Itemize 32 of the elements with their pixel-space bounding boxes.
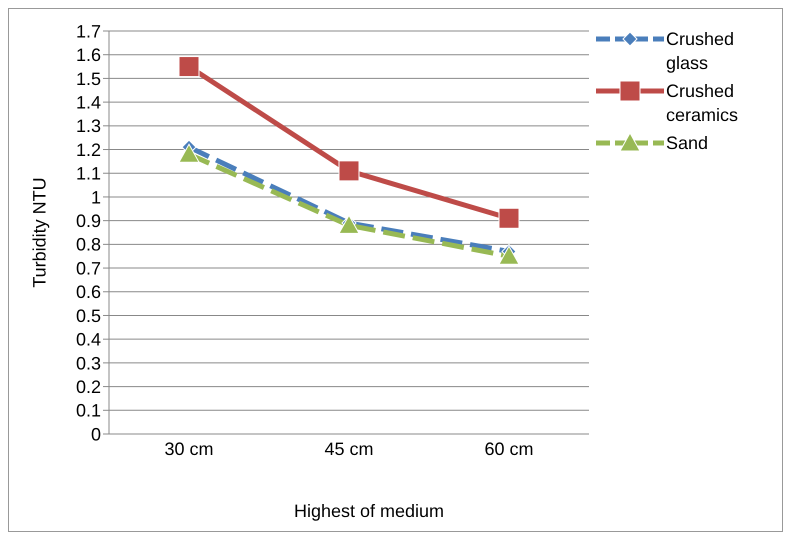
x-tick-label: 30 cm bbox=[164, 438, 214, 459]
y-tick-label: 0.7 bbox=[76, 258, 101, 278]
y-tick-label: 1.7 bbox=[76, 21, 101, 42]
y-tick-label: 0.6 bbox=[76, 282, 101, 302]
y-tick-label: 1.1 bbox=[76, 164, 101, 184]
y-tick-label: 1.6 bbox=[76, 45, 101, 66]
y-tick-label: 0.2 bbox=[76, 376, 101, 397]
point bbox=[338, 214, 360, 234]
y-tick-label: 0.5 bbox=[76, 306, 101, 326]
y-axis-title: Turbidity NTU bbox=[29, 177, 50, 288]
legend-label: Crushed glass bbox=[666, 28, 736, 75]
x-tick-label: 45 cm bbox=[324, 438, 374, 459]
y-tick-label: 1 bbox=[90, 187, 101, 208]
y-tick-label: 0.9 bbox=[76, 211, 101, 232]
point bbox=[498, 208, 520, 229]
y-tick-label: 0.4 bbox=[76, 330, 101, 350]
y-tick-label: 0 bbox=[90, 424, 101, 444]
y-tick-label: 1.2 bbox=[76, 140, 101, 160]
x-tick-label: 60 cm bbox=[484, 438, 534, 459]
legend-label: Crushed ceramics bbox=[666, 80, 740, 127]
point bbox=[178, 56, 200, 78]
y-tick-label: 1.4 bbox=[76, 92, 101, 113]
y-tick-label: 0.8 bbox=[76, 234, 101, 255]
point bbox=[498, 246, 520, 265]
y-tick-label: 1.5 bbox=[76, 68, 101, 89]
point bbox=[338, 160, 360, 182]
legend-label: Sand bbox=[666, 132, 710, 155]
x-axis-title: Highest of medium bbox=[292, 501, 446, 522]
y-tick-label: 0.1 bbox=[76, 400, 101, 421]
y-tick-label: 1.3 bbox=[76, 116, 101, 136]
y-tick-label: 0.3 bbox=[76, 353, 101, 374]
point bbox=[178, 144, 200, 163]
